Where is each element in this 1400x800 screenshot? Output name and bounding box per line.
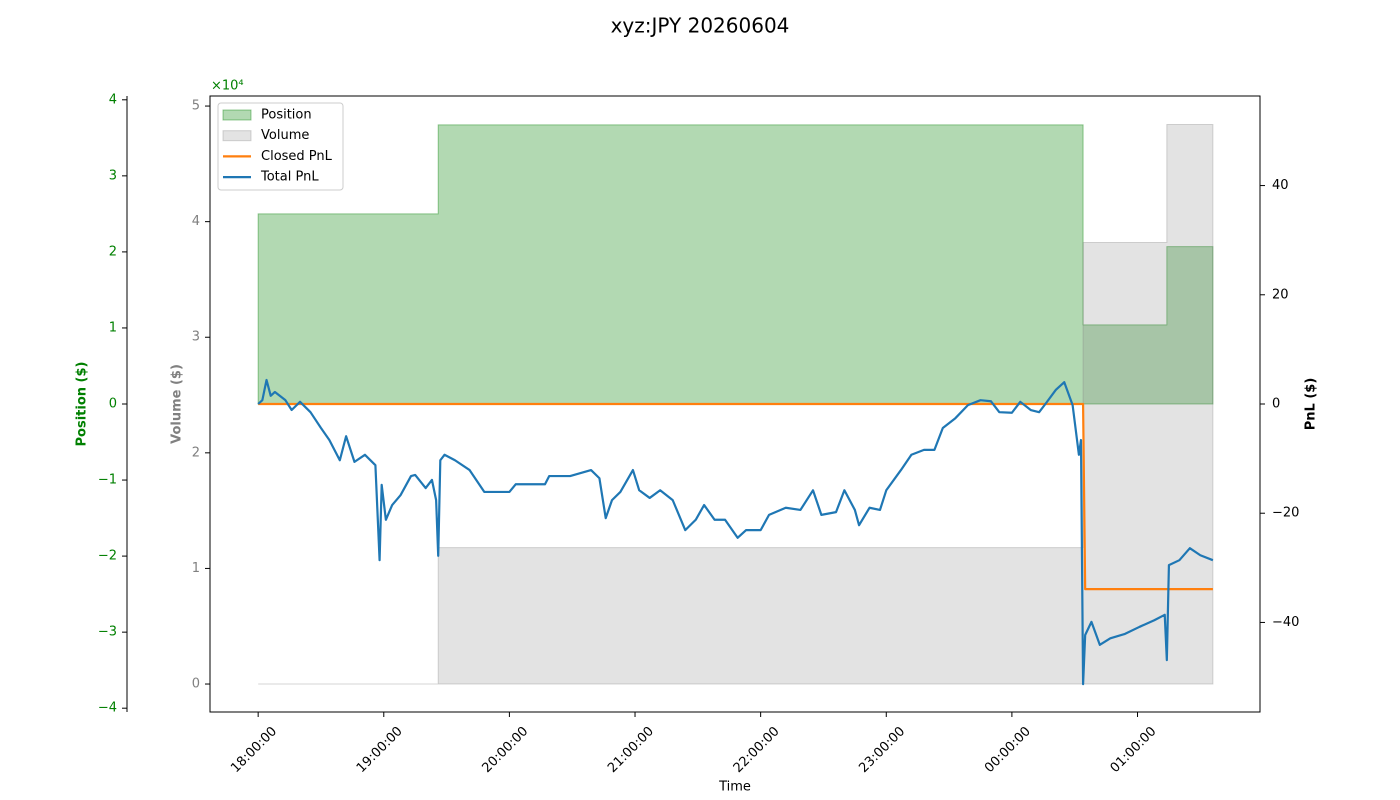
- y3-tick-label: −3: [98, 625, 117, 640]
- area: [258, 124, 1214, 685]
- y2-tick-label: 20: [1272, 287, 1289, 302]
- area: [257, 124, 1214, 405]
- y-tick-label: 1: [192, 561, 200, 576]
- legend-swatch: [222, 109, 252, 121]
- line: [258, 402, 1213, 591]
- y3-tick-label: 0: [109, 397, 117, 412]
- y-tick-label: 0: [192, 677, 200, 692]
- y3-axis-label: Position ($): [75, 362, 90, 447]
- x-axis-label: Time: [718, 780, 751, 795]
- legend-label: Total PnL: [260, 170, 319, 185]
- y2-tick-label: −40: [1272, 615, 1299, 630]
- y3-tick-label: 2: [109, 244, 117, 259]
- legend-label: Closed PnL: [261, 149, 333, 164]
- line: [257, 378, 1214, 686]
- y-axis-label: Volume ($): [170, 364, 185, 444]
- y-offset-text: ×10⁴: [211, 79, 244, 94]
- y-tick-label: 2: [192, 445, 200, 460]
- y3-tick-label: −4: [98, 701, 117, 716]
- y3-tick-label: 3: [109, 168, 117, 183]
- y2-axis-label: PnL ($): [1304, 378, 1319, 431]
- y3-tick-label: 1: [109, 320, 117, 335]
- y-tick-label: 5: [192, 99, 200, 114]
- chart-title: xyz:JPY 20260604: [611, 14, 790, 38]
- y3-tick-label: −2: [98, 549, 117, 564]
- y2-tick-label: 40: [1272, 178, 1289, 193]
- legend: [217, 102, 344, 191]
- legend-swatch: [222, 130, 252, 142]
- y3-tick-label: −1: [98, 473, 117, 488]
- y3-tick-label: 4: [109, 92, 117, 107]
- y2-tick-label: 0: [1272, 397, 1280, 412]
- legend-label: Volume: [261, 128, 309, 143]
- y-tick-label: 3: [192, 330, 200, 345]
- y2-tick-label: −20: [1272, 506, 1299, 521]
- legend-label: Position: [261, 108, 312, 123]
- y-tick-label: 4: [192, 214, 200, 229]
